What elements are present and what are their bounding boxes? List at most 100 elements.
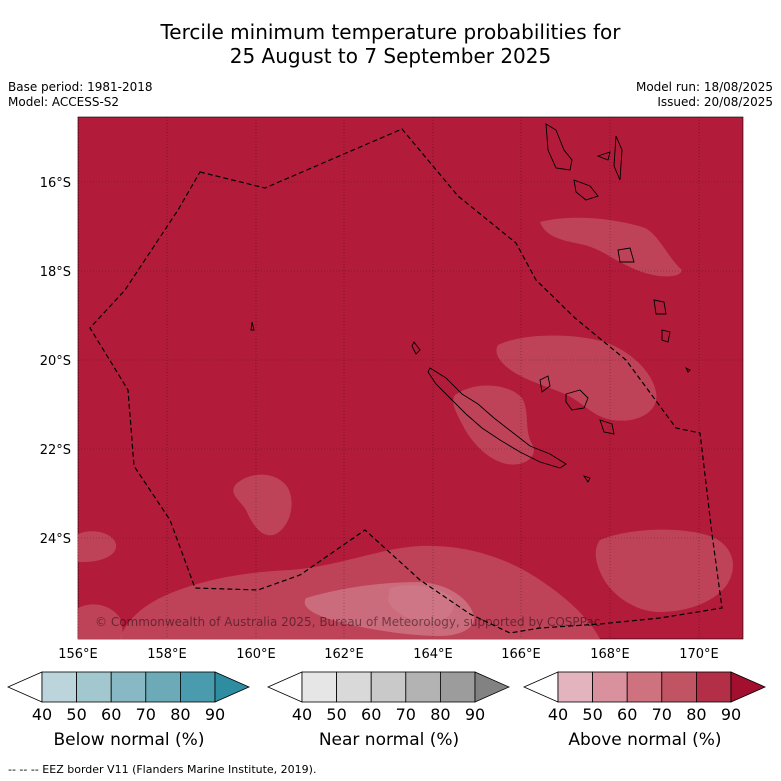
colorbar-tick-label: 50 (66, 705, 86, 724)
lat-axis-labels: 16°S 18°S 20°S 22°S 24°S (40, 176, 71, 547)
title-line-1: Tercile minimum temperature probabilitie… (160, 20, 621, 44)
colorbar-segment (557, 671, 593, 703)
lon-tick-label: 158°E (147, 647, 187, 662)
colorbar-max-arrow (474, 671, 510, 703)
colorbar-tick-label: 50 (582, 705, 602, 724)
new-caledonia-main (427, 367, 567, 469)
colorbar-tick-label: 70 (136, 705, 156, 724)
vanuatu-espiritu-santo (545, 123, 573, 171)
model-run: Model run: 18/08/2025 (635, 80, 773, 94)
colorbar-segment (336, 671, 372, 703)
colorbar-tick-label: 80 (170, 705, 190, 724)
gridlines (77, 117, 743, 639)
colorbar-min-arrow (7, 671, 43, 703)
lon-tick-label: 162°E (324, 647, 364, 662)
colorbar-above: 40 50 60 70 80 90 (523, 671, 766, 724)
base-period: Base period: 1981-2018 (8, 80, 153, 94)
copyright-notice: © Commonwealth of Australia 2025, Bureau… (95, 615, 600, 629)
vanuatu-tanna (661, 329, 671, 343)
lat-tick-label: 20°S (40, 354, 71, 369)
lon-tick-label: 156°E (58, 647, 98, 662)
colorbar-tick-label: 50 (326, 705, 346, 724)
colorbar-segment (76, 671, 112, 703)
colorbar-tick-label: 40 (32, 705, 52, 724)
vanuatu-north-islands (596, 135, 623, 181)
colorbar-segment (439, 671, 476, 703)
lon-tick-label: 168°E (590, 647, 630, 662)
lat-tick-label: 24°S (40, 532, 71, 547)
coastlines (250, 123, 691, 483)
model-name: Model: ACCESS-S2 (8, 95, 120, 109)
loyalty-lifou (565, 389, 589, 411)
contour-west (233, 474, 292, 536)
colorbar-tick-label: 80 (430, 705, 450, 724)
small-island-west (250, 321, 255, 331)
colorbar-tick-label: 80 (686, 705, 706, 724)
colorbar-segment (41, 671, 77, 703)
colorbar-segment (626, 671, 663, 703)
colorbar-max-arrow (730, 671, 766, 703)
probability-contours-light (304, 582, 475, 636)
colorbar-segment (405, 671, 441, 703)
vanuatu-efate (617, 247, 635, 263)
isle-of-pines (582, 475, 591, 483)
contour-south-east (595, 529, 733, 612)
lon-tick-label: 170°E (679, 647, 719, 662)
lat-tick-label: 16°S (40, 176, 71, 191)
colorbar-tick-label: 60 (617, 705, 637, 724)
lon-tick-label: 166°E (501, 647, 541, 662)
colorbar-tick-label: 40 (548, 705, 568, 724)
colorbar-segment (110, 671, 147, 703)
lon-tick-label: 160°E (236, 647, 276, 662)
colorbar-near: 40 50 60 70 80 90 (267, 671, 510, 724)
map-panel: © Commonwealth of Australia 2025, Bureau… (77, 116, 744, 640)
colorbar-segment (301, 671, 337, 703)
colorbar-segment (179, 671, 216, 703)
meta-left: Base period: 1981-2018 Model: ACCESS-S2 (8, 80, 153, 110)
colorbar-label-near: Near normal (%) (318, 730, 460, 750)
colorbar-tick-label: 90 (205, 705, 225, 724)
lon-tick-label: 164°E (413, 647, 453, 662)
map-title: Tercile minimum temperature probabilitie… (0, 20, 781, 68)
contour-north-east (540, 217, 682, 277)
contour-south-west-edge (78, 604, 123, 639)
colorbar-segment (145, 671, 181, 703)
colorbar-segment (370, 671, 407, 703)
lat-tick-label: 18°S (40, 265, 71, 280)
new-caledonia-north (411, 341, 421, 355)
contour-new-caledonia (453, 385, 534, 465)
colorbar-max-arrow (214, 671, 250, 703)
colorbar-min-arrow (523, 671, 559, 703)
colorbar-tick-label: 70 (396, 705, 416, 724)
eez-border (89, 128, 723, 634)
colorbar-tick-label: 60 (101, 705, 121, 724)
colorbar-below: 40 50 60 70 80 90 (7, 671, 250, 724)
vanuatu-malekula (573, 179, 599, 201)
vanuatu-erromango (653, 299, 667, 315)
title-line-2: 25 August to 7 September 2025 (229, 44, 552, 68)
meta-right: Model run: 18/08/2025 Issued: 20/08/2025 (636, 80, 773, 110)
colorbar-label-below: Below normal (%) (53, 730, 205, 750)
contour-south-west (78, 531, 117, 562)
eez-footnote: -- -- -- EEZ border V11 (Flanders Marine… (8, 763, 317, 776)
colorbar-segment (592, 671, 628, 703)
colorbars: 40 50 60 70 80 90 40 50 60 70 80 90 40 50 60 70 80 90 (7, 671, 766, 724)
loyalty-ouvea (539, 375, 551, 393)
colorbar-min-arrow (267, 671, 303, 703)
colorbar-tick-label: 90 (721, 705, 741, 724)
small-island-east (684, 366, 691, 373)
colorbar-tick-label: 70 (652, 705, 672, 724)
colorbar-segment (661, 671, 697, 703)
contour-central-east (496, 335, 657, 421)
lon-axis-labels: 156°E 158°E 160°E 162°E 164°E 166°E 168°… (58, 647, 719, 662)
colorbar-tick-label: 90 (465, 705, 485, 724)
loyalty-mare (599, 419, 615, 435)
lat-tick-label: 22°S (40, 443, 71, 458)
contour-south-light-2 (388, 585, 454, 622)
colorbar-label-above: Above normal (%) (568, 730, 722, 750)
colorbar-tick-label: 40 (292, 705, 312, 724)
colorbar-segment (696, 671, 732, 703)
colorbar-tick-label: 60 (361, 705, 381, 724)
issued-date: Issued: 20/08/2025 (657, 95, 773, 109)
